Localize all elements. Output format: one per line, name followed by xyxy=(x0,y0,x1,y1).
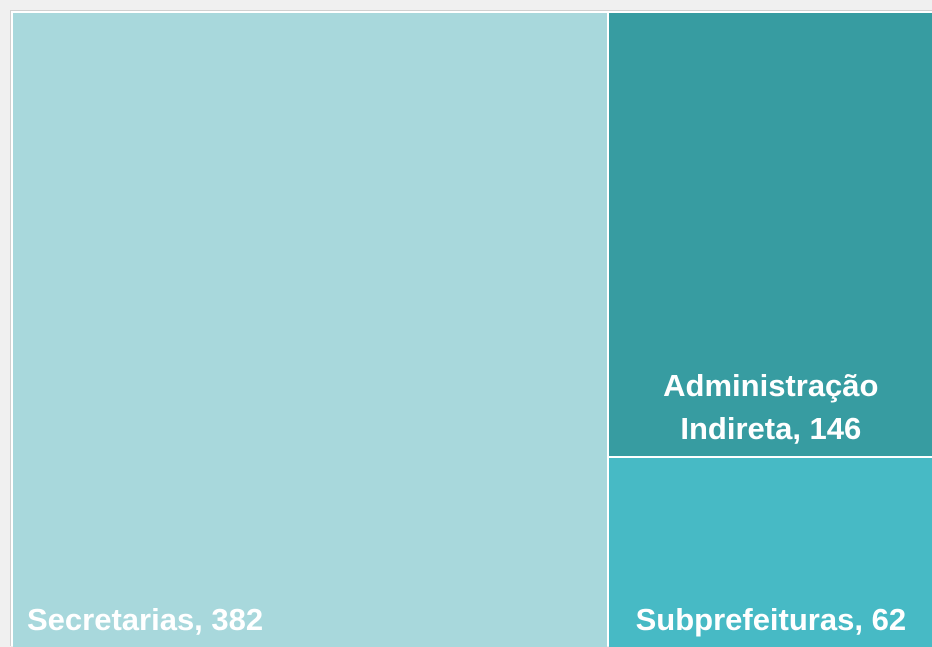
treemap-tile: Administração Indireta, 146 xyxy=(608,13,932,457)
chart: Secretarias, 382 Administração Indireta, … xyxy=(10,10,932,647)
treemap-tile: Secretarias, 382 xyxy=(13,13,607,647)
tile-label: Administração Indireta, 146 xyxy=(663,368,879,447)
tile-label: Subprefeituras, 62 xyxy=(635,601,907,637)
tile-label: Secretarias, 382 xyxy=(27,602,264,637)
treemap-tile: Subprefeituras, 62 xyxy=(608,458,932,647)
